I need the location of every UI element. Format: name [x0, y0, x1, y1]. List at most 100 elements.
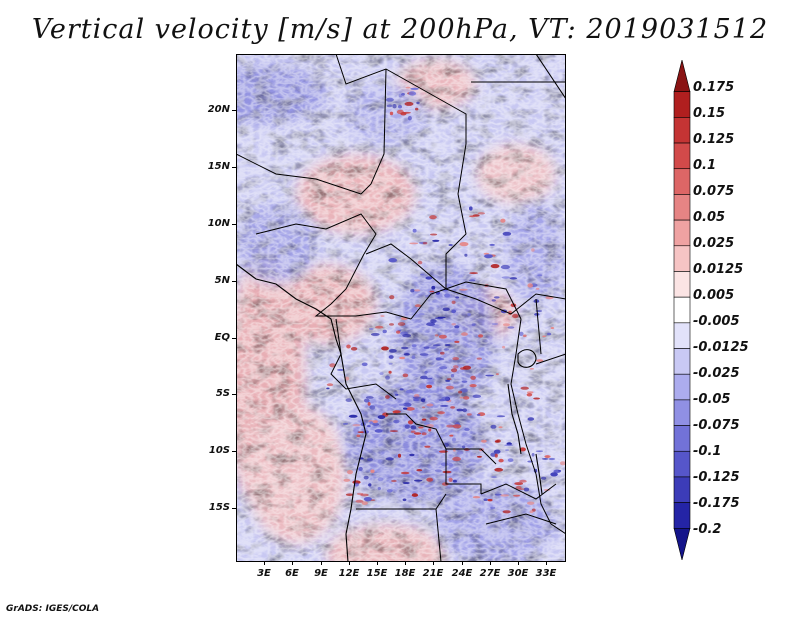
convective-cell: [439, 366, 448, 370]
lon-label-6e: 6E: [285, 568, 299, 579]
colorbar-label: 0.1: [693, 158, 717, 173]
convective-cell: [388, 355, 394, 359]
convective-cell: [405, 407, 415, 411]
convective-cell: [489, 243, 495, 246]
colorbar-label: 0.005: [693, 288, 735, 303]
convective-cell: [410, 430, 416, 433]
convective-cell: [502, 345, 506, 349]
lon-label-3e: 3E: [257, 568, 271, 579]
convective-cell: [535, 450, 544, 453]
convective-cell: [468, 279, 476, 282]
lat-tick: [232, 338, 236, 339]
lat-label-15s: 15S: [208, 502, 230, 513]
convective-cell: [410, 87, 419, 90]
lake-tanganyika: [507, 383, 522, 455]
convective-cell: [448, 463, 453, 467]
convective-cell: [411, 344, 417, 348]
convective-cell: [441, 396, 450, 401]
chart-title: Vertical velocity [m/s] at 200hPa, VT: 2…: [31, 14, 769, 45]
convective-cell: [408, 434, 416, 439]
convective-cell: [388, 362, 393, 365]
convective-cell: [368, 328, 374, 330]
convective-cell: [515, 485, 522, 490]
convective-cell: [350, 347, 358, 351]
convective-cell: [402, 482, 410, 484]
border-south-sudan: [510, 293, 566, 315]
convective-cell: [404, 101, 414, 106]
convective-cell: [370, 469, 375, 473]
lon-label-27e: 27E: [479, 568, 501, 579]
lon-tick: [405, 561, 406, 565]
convective-cell: [361, 501, 368, 506]
colorbar-segment: [673, 322, 691, 349]
convective-cell: [419, 353, 429, 356]
convective-cell: [466, 413, 472, 416]
convective-cell: [503, 323, 510, 327]
convective-cell: [377, 477, 384, 482]
credit-text: GrADS: IGES/COLA: [6, 604, 100, 614]
convective-cell: [439, 404, 449, 407]
lon-label-33e: 33E: [535, 568, 557, 579]
convective-cell: [430, 319, 437, 324]
convective-cell: [369, 421, 374, 425]
convective-cell: [436, 357, 445, 361]
convective-cell: [382, 329, 387, 334]
convective-cell: [420, 375, 428, 380]
colorbar-label: -0.005: [693, 314, 740, 329]
convective-cell: [446, 424, 454, 428]
lon-tick: [433, 561, 434, 565]
convective-cell: [426, 403, 434, 407]
convective-cell: [363, 497, 372, 502]
convective-cell: [326, 387, 330, 390]
convective-cell: [461, 332, 468, 336]
convective-cell: [393, 391, 398, 395]
velocity-field-map: [236, 54, 566, 562]
colorbar-segment: [673, 528, 691, 560]
colorbar-label: 0.075: [693, 184, 735, 199]
colorbar-label: -0.125: [693, 470, 740, 485]
convective-cell: [405, 389, 414, 394]
lat-label-10s: 10S: [208, 445, 230, 456]
convective-cell: [389, 111, 394, 116]
colorbar-segment: [673, 194, 691, 221]
convective-cell: [526, 391, 534, 394]
convective-cell: [496, 415, 506, 418]
colorbar-segment: [673, 476, 691, 503]
convective-cell: [389, 430, 398, 432]
convective-cell: [345, 493, 354, 497]
convective-cell: [403, 353, 410, 356]
convective-cell: [456, 408, 464, 412]
convective-cell: [434, 334, 439, 337]
convective-cell: [476, 455, 482, 458]
convective-cell: [392, 410, 401, 414]
colorbar-segment: [673, 502, 691, 529]
colorbar-label: 0.025: [693, 236, 735, 251]
convective-cell: [424, 445, 431, 448]
convective-cell: [418, 426, 424, 429]
convective-cell: [385, 395, 390, 399]
convective-cell: [469, 206, 473, 211]
convective-cell: [429, 290, 435, 293]
convective-cell: [336, 368, 345, 371]
border-drc-angola: [386, 413, 497, 465]
convective-cell: [450, 374, 455, 378]
convective-cell: [437, 411, 445, 415]
convective-cell: [329, 363, 336, 368]
convective-cell: [464, 253, 468, 257]
lon-tick: [462, 561, 463, 565]
convective-cell: [370, 332, 380, 336]
colorbar-segment: [673, 271, 691, 298]
lon-tick: [321, 561, 322, 565]
convective-cell: [453, 365, 459, 369]
convective-cell: [507, 458, 514, 462]
red-sea: [535, 54, 566, 100]
convective-cell: [409, 242, 419, 245]
convective-cell: [386, 489, 393, 493]
convective-cell: [426, 384, 433, 389]
convective-cell: [400, 112, 407, 116]
convective-cell: [498, 426, 503, 429]
convective-cell: [369, 405, 376, 410]
convective-cell: [389, 295, 395, 300]
convective-cell: [494, 493, 502, 496]
convective-cell: [432, 344, 441, 347]
